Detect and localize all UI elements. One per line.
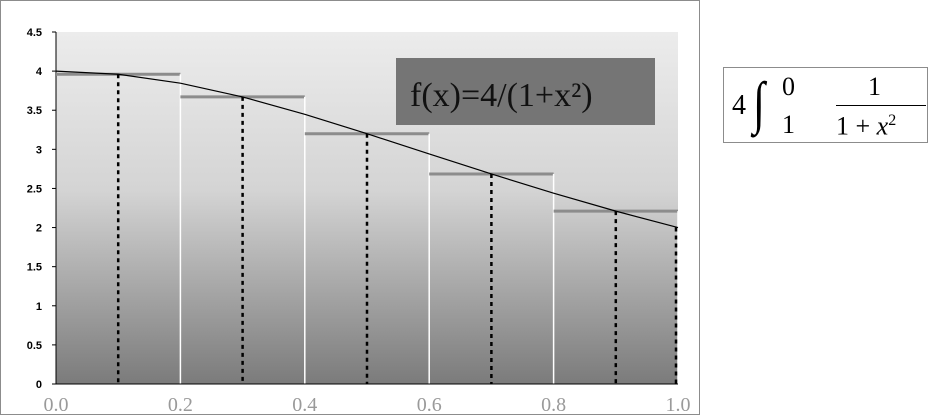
x-tick-label: 0.2 bbox=[168, 394, 193, 415]
y-tick-label: 0 bbox=[36, 379, 42, 391]
y-tick-label: 4 bbox=[36, 66, 43, 78]
formula-lower-limit: 1 bbox=[782, 110, 795, 139]
y-tick-label: 0.5 bbox=[27, 340, 42, 352]
annotation-text: f(x)=4/(1+x²) bbox=[410, 77, 593, 114]
denominator-exponent: 2 bbox=[888, 112, 897, 129]
function-annotation: f(x)=4/(1+x²) bbox=[396, 58, 655, 125]
formula-numerator: 1 bbox=[868, 72, 881, 101]
integral-formula: 4 ∫ 0 1 1 1 + x2 bbox=[723, 67, 928, 143]
y-tick-label: 1 bbox=[36, 301, 42, 313]
annotation-box bbox=[396, 58, 655, 125]
fraction-bar bbox=[836, 105, 926, 106]
formula-upper-limit: 0 bbox=[782, 72, 795, 101]
x-tick-label: 0.4 bbox=[292, 394, 317, 415]
x-tick-label: 0.6 bbox=[417, 394, 442, 415]
x-tick-label: 0.0 bbox=[44, 394, 69, 415]
formula-denominator: 1 + x2 bbox=[836, 113, 896, 140]
y-tick-label: 2.5 bbox=[27, 183, 42, 195]
integral-sign: ∫ bbox=[753, 70, 765, 135]
y-tick-label: 3.5 bbox=[27, 105, 42, 117]
y-tick-label: 1.5 bbox=[27, 262, 42, 274]
y-tick-label: 4.5 bbox=[27, 27, 42, 39]
denominator-prefix: 1 + bbox=[836, 111, 877, 141]
y-tick-label: 3 bbox=[36, 144, 42, 156]
x-tick-label: 0.8 bbox=[541, 394, 566, 415]
denominator-variable: x bbox=[876, 111, 889, 141]
function-curve bbox=[55, 70, 679, 229]
y-tick-label: 2 bbox=[36, 223, 42, 235]
formula-coefficient: 4 bbox=[732, 90, 746, 121]
x-tick-label: 1.0 bbox=[666, 394, 691, 415]
chart: 0 0.5 1 1.5 2 2.5 3 3.5 4 4.5 0.0 0.2 0.4 0.6 0.8 1.0 f… bbox=[27, 27, 691, 415]
